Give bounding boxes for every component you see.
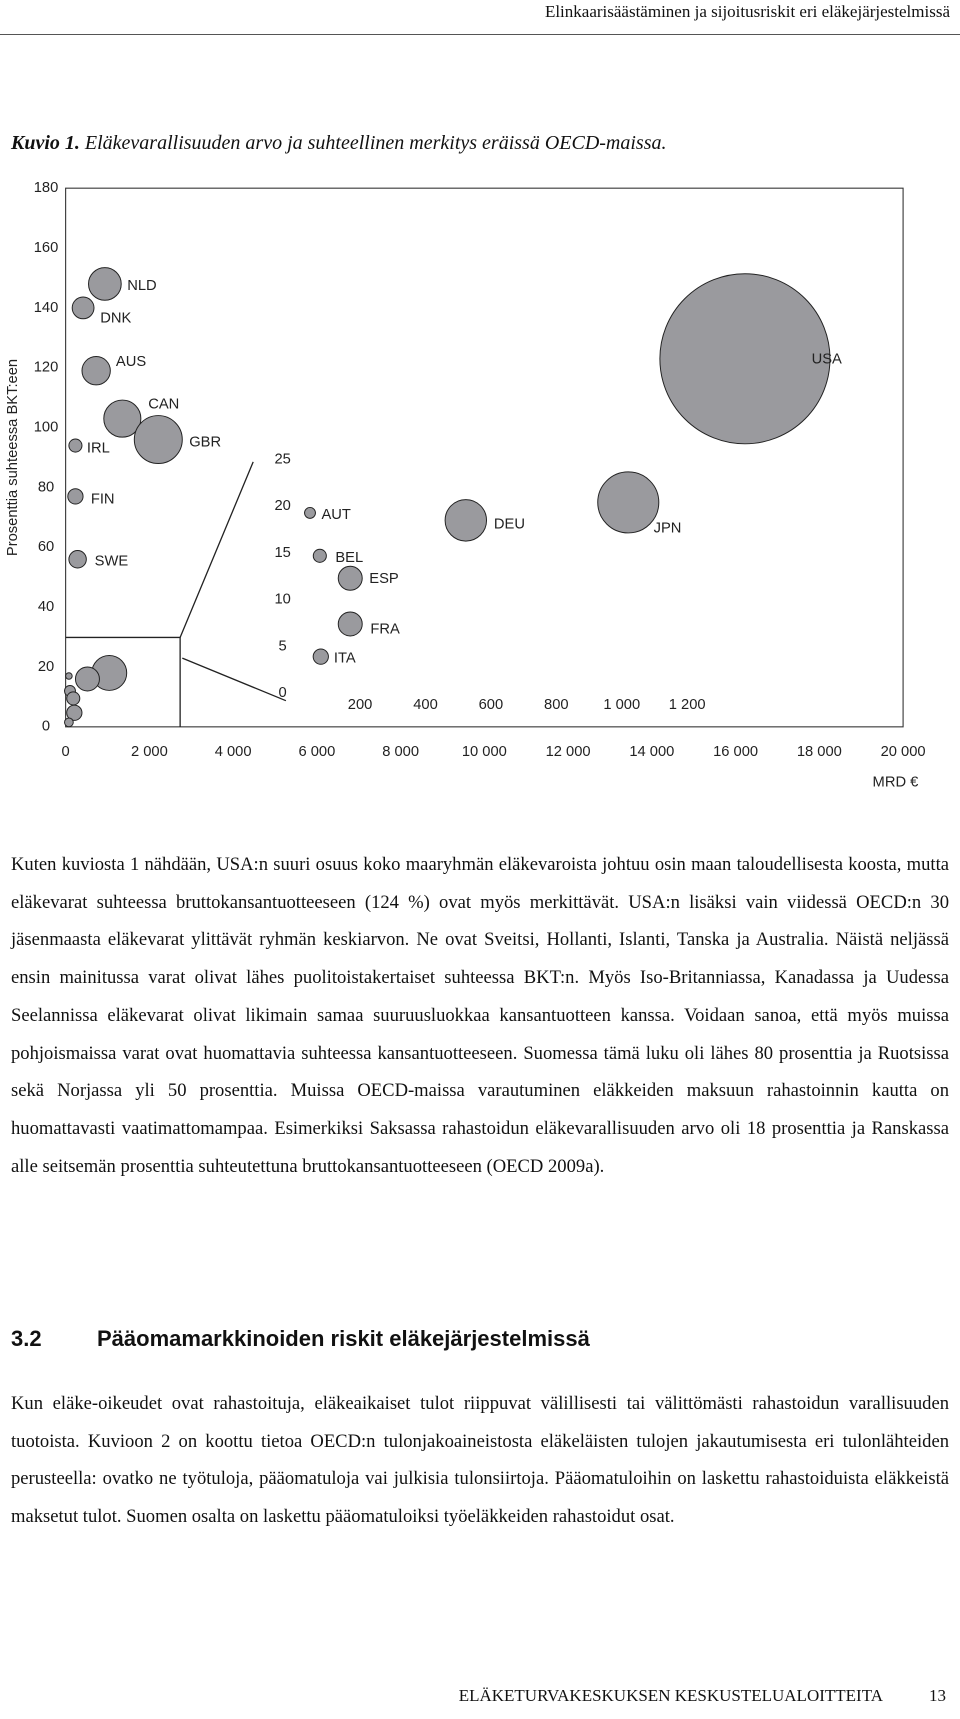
x-tick-label: 10 000 xyxy=(462,744,507,760)
bubble xyxy=(66,691,81,706)
bubble xyxy=(337,565,363,591)
y-tick-label: 160 xyxy=(34,240,59,256)
section-number: 3.2 xyxy=(11,1326,42,1351)
y-axis-label: Prosenttia suhteessa BKT:een xyxy=(5,359,21,556)
paragraph: Kun eläke-oikeudet ovat rahastoituja, el… xyxy=(11,1393,949,1528)
inset-x-tick-label: 800 xyxy=(544,697,569,713)
x-tick-label: 8 000 xyxy=(382,744,419,760)
inset-x-tick-label: 200 xyxy=(348,697,373,713)
bubble xyxy=(67,488,84,505)
bubble xyxy=(88,267,122,301)
section-heading: 3.2 Pääomamarkkinoiden riskit eläkejärjes… xyxy=(11,1326,590,1352)
bubble-label: DEU xyxy=(494,517,525,533)
bubble xyxy=(133,415,183,465)
inset-x-tick-label: 400 xyxy=(413,697,438,713)
y-tick-label: 80 xyxy=(38,479,54,495)
bubble-label: FRA xyxy=(370,621,400,637)
inset-y-tick-label: 20 xyxy=(274,498,290,514)
bubble xyxy=(74,666,100,692)
y-tick-label: 180 xyxy=(34,180,59,196)
bubble xyxy=(65,672,73,680)
section-title: Pääomamarkkinoiden riskit eläkejärjestel… xyxy=(97,1326,590,1351)
inset-y-tick-label: 25 xyxy=(274,452,290,468)
bubble xyxy=(66,704,83,721)
paragraph: Kuten kuviosta 1 nähdään, USA:n suuri os… xyxy=(11,854,949,1177)
y-tick-label: 60 xyxy=(38,539,54,555)
bubble xyxy=(71,296,95,320)
x-tick-label: 12 000 xyxy=(546,744,591,760)
inset-x-tick-label: 1 000 xyxy=(603,697,640,713)
bubble-label: BEL xyxy=(335,550,363,566)
bubble xyxy=(597,471,660,534)
footer: ELÄKETURVAKESKUKSEN KESKUSTELUALOITTEITA… xyxy=(459,1686,946,1706)
y-tick-label: 120 xyxy=(34,360,59,376)
inset-y-tick-label: 5 xyxy=(279,638,287,654)
x-tick-label: 20 000 xyxy=(881,744,926,760)
running-header: Elinkaarisäästäminen ja sijoitusriskit e… xyxy=(544,2,950,21)
plot-frame xyxy=(65,187,904,728)
bubble xyxy=(312,548,327,563)
footer-series: ELÄKETURVAKESKUKSEN KESKUSTELUALOITTEITA xyxy=(458,1686,883,1705)
bubble-label: SWE xyxy=(95,553,129,569)
bubble-label: GBR xyxy=(189,435,221,451)
bubble-label: IRL xyxy=(87,441,110,457)
x-tick-label: 18 000 xyxy=(797,744,842,760)
zoom-connector xyxy=(182,657,287,702)
bubble xyxy=(659,273,831,445)
figure-caption: Kuvio 1. Eläkevarallisuuden arvo ja suht… xyxy=(11,132,667,155)
bubble-label: NLD xyxy=(127,278,156,294)
zoom-connector xyxy=(179,461,254,638)
bubble-label: AUT xyxy=(321,507,350,523)
y-tick-label: 140 xyxy=(34,300,59,316)
y-tick-label: 40 xyxy=(38,599,54,615)
page-number: 13 xyxy=(929,1686,946,1705)
x-tick-label: 6 000 xyxy=(298,744,335,760)
inset-x-tick-label: 1 200 xyxy=(669,697,706,713)
bubble xyxy=(81,356,111,386)
bubble-label: JPN xyxy=(654,520,682,536)
inset-y-tick-label: 0 xyxy=(279,685,287,701)
x-axis-label: MRD € xyxy=(873,774,919,790)
bubble-label: ESP xyxy=(369,571,399,587)
x-tick-label: 14 000 xyxy=(629,744,674,760)
y-tick-label: 100 xyxy=(34,419,59,435)
bubble xyxy=(103,399,142,438)
inset-y-tick-label: 10 xyxy=(274,592,290,608)
x-tick-label: 4 000 xyxy=(215,744,252,760)
bubble xyxy=(68,550,87,569)
bubble xyxy=(64,717,74,728)
bubble xyxy=(337,611,363,637)
bubble xyxy=(444,499,488,542)
figure-title: Eläkevarallisuuden arvo ja suhteellinen … xyxy=(84,132,667,154)
inset-y-tick-label: 15 xyxy=(274,545,290,561)
bubble-label: ITA xyxy=(334,651,356,667)
x-tick-label: 16 000 xyxy=(713,744,758,760)
header-rule xyxy=(0,34,960,35)
bubble-label: USA xyxy=(812,352,842,368)
bubble xyxy=(304,506,316,519)
inset-x-tick-label: 600 xyxy=(479,697,504,713)
bubble-chart: Prosenttia suhteessa BKT:een MRD € 0 20 40… xyxy=(5,180,926,790)
bubble-label: FIN xyxy=(91,492,115,508)
bubble-label: CAN xyxy=(148,396,179,412)
x-tick-label: 0 xyxy=(62,744,70,760)
bubble xyxy=(68,438,83,453)
x-tick-label: 2 000 xyxy=(131,744,168,760)
y-tick-label: 0 xyxy=(42,719,50,735)
bubble-label: DNK xyxy=(100,311,131,327)
figure-label: Kuvio 1. xyxy=(11,132,80,154)
y-tick-label: 20 xyxy=(38,659,54,675)
bubble-label: AUS xyxy=(116,354,146,370)
bubble xyxy=(312,648,329,665)
